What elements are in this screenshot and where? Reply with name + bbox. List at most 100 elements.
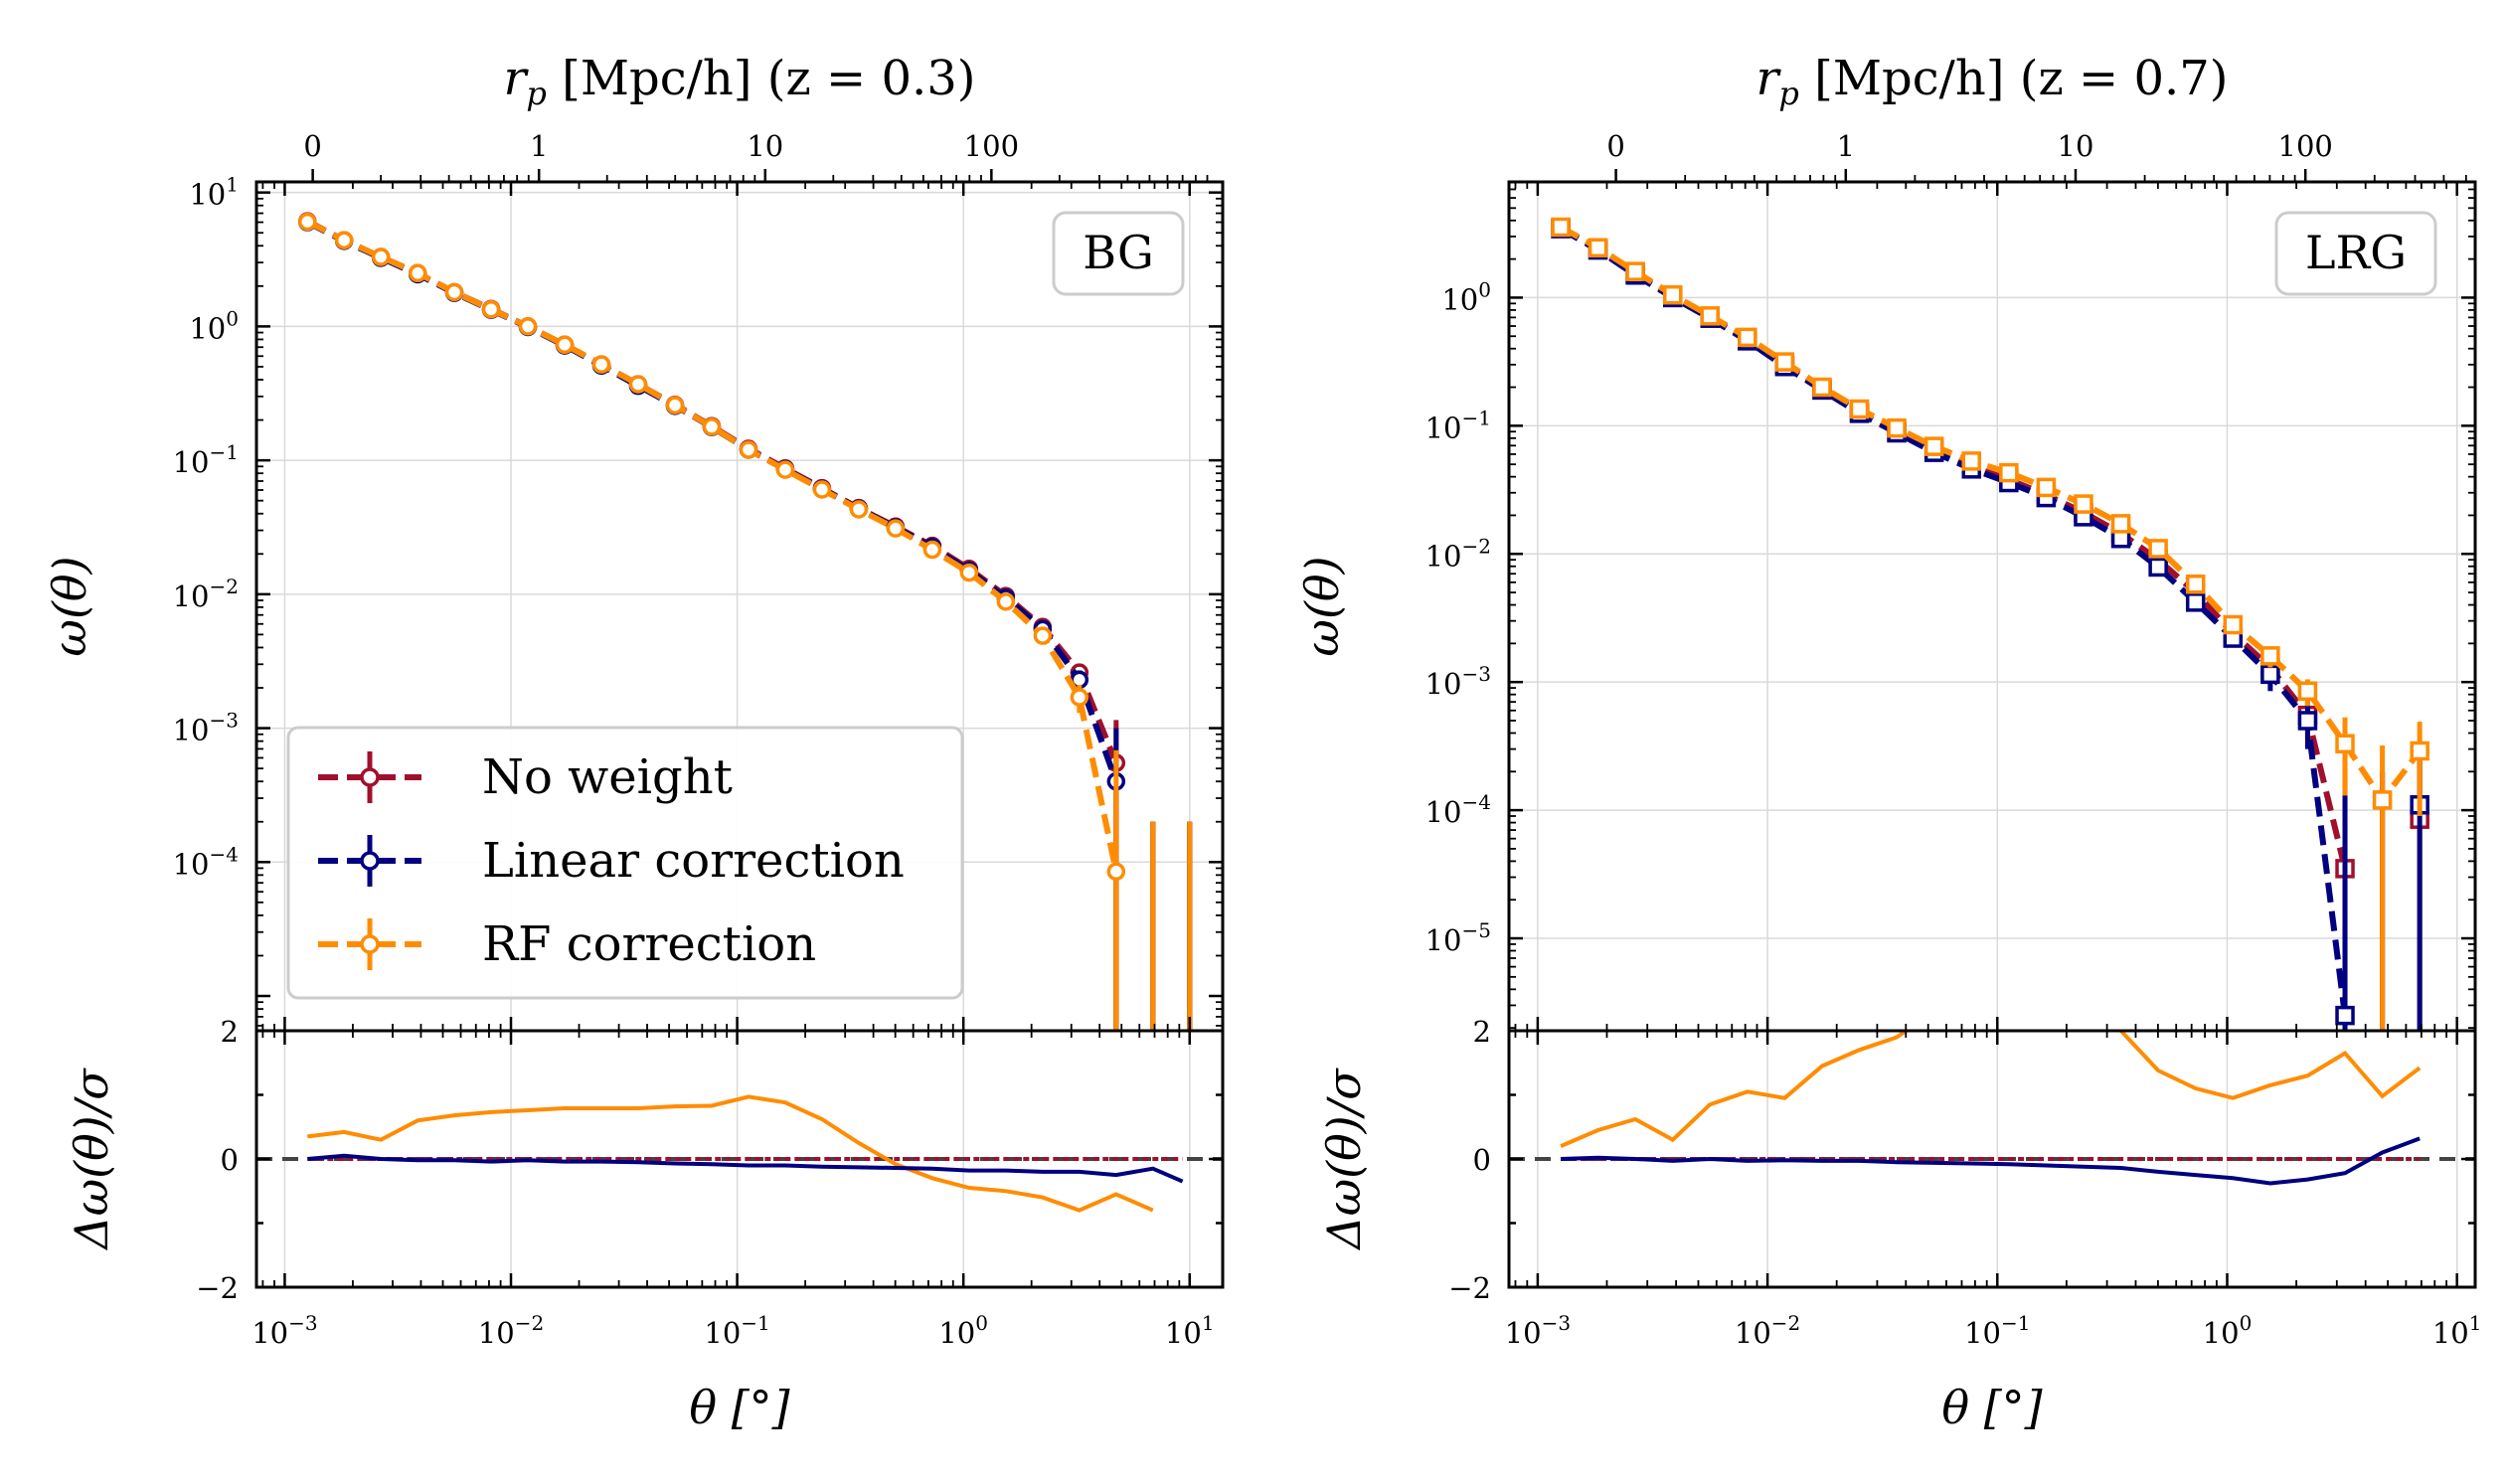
- tick-base: 10: [704, 1316, 741, 1350]
- resid-line-linear: [1561, 1136, 2421, 1186]
- x-tick-label: 10−1: [1964, 1311, 2030, 1350]
- tick-base: 10: [1425, 923, 1462, 957]
- x-axis-title: θ [°]: [1941, 1381, 2042, 1434]
- tick-base: 10: [1964, 1316, 2001, 1350]
- top-title-main: [Mpc/h] (z = 0.7): [1799, 51, 2229, 106]
- tick-exponent: −3: [1542, 1311, 1571, 1335]
- legend-entry-no_weight: No weight: [318, 749, 733, 805]
- y-tick-label: 100: [1441, 277, 1491, 316]
- x-tick-label: 100: [938, 1311, 988, 1350]
- data-point-rf: [2074, 494, 2093, 514]
- data-point-linear: [2335, 1005, 2355, 1026]
- data-point-rf: [1774, 352, 1795, 372]
- tick-base: 10: [1505, 1316, 1542, 1350]
- data-point-linear: [2185, 592, 2206, 612]
- resid-tick-label: 2: [221, 1015, 239, 1049]
- tick-exponent: −3: [288, 1311, 317, 1335]
- tick-base: 10: [1425, 795, 1462, 829]
- y-tick-label: 10−2: [1425, 534, 1491, 573]
- x-axis-title: θ [°]: [689, 1381, 789, 1434]
- legend-label: No weight: [482, 749, 733, 805]
- resid-plot-area: [1509, 1031, 2475, 1186]
- main-frame: [1507, 180, 2477, 1033]
- x-tick-label: 10−3: [251, 1311, 317, 1350]
- tick-exponent: −1: [1462, 406, 1491, 429]
- x-tick-label: 10−1: [704, 1311, 769, 1350]
- y-tick-label: 10−3: [1425, 662, 1491, 701]
- data-point-rf: [591, 355, 611, 374]
- ticks: [256, 182, 1223, 1289]
- top-axis-title: rp [Mpc/h] (z = 0.7): [1755, 51, 2228, 112]
- tick-exponent: 0: [975, 1311, 988, 1335]
- data-point-rf: [886, 519, 906, 538]
- tick-exponent: −2: [1771, 1311, 1800, 1335]
- data-point-rf: [665, 396, 685, 414]
- tick-base: 10: [1165, 1316, 1202, 1350]
- series-line-rf: [305, 219, 1119, 873]
- resid-tick-label: −2: [196, 1271, 239, 1305]
- tick-exponent: −1: [2001, 1311, 2030, 1335]
- data-point-rf: [555, 335, 575, 355]
- legend-entry-linear: Linear correction: [318, 833, 905, 889]
- tick-base: 10: [173, 714, 210, 747]
- tick-exponent: 1: [2469, 1311, 2482, 1335]
- tick-base: 10: [173, 579, 210, 613]
- tick-exponent: 0: [1478, 277, 1491, 301]
- top-tick-label: 10: [747, 129, 783, 163]
- y-tick-label: 10−4: [173, 842, 239, 881]
- data-point-rf: [481, 300, 501, 319]
- sample-label-box: [2274, 211, 2437, 296]
- resid-tick-label: 0: [221, 1143, 239, 1177]
- x-tick-label: 101: [1165, 1311, 1215, 1350]
- top-tick-label: 100: [2278, 129, 2333, 163]
- x-tick-label: 101: [2432, 1311, 2482, 1350]
- sample-label: LRG: [2305, 226, 2407, 279]
- legend: No weight Linear correction RF correction: [286, 726, 964, 1000]
- resid-axis-title: Δω(θ)/σ: [1317, 1068, 1371, 1251]
- top-title-r: r: [1755, 51, 1781, 106]
- top-tick-label: 10: [2058, 129, 2094, 163]
- resid-line-rf: [1560, 1031, 2422, 1148]
- y-tick-label: 10−1: [1425, 406, 1491, 444]
- gridlines: [256, 182, 1223, 1287]
- panel-left: 10−3 10−2 10−1 100 10110110010−110−210−310−4…: [43, 51, 1225, 1434]
- top-tick-label: 100: [964, 129, 1019, 163]
- data-point-rf: [849, 500, 869, 519]
- main-plot-area: [1553, 219, 2427, 1031]
- data-point-rf: [2335, 734, 2355, 754]
- data-point-rf: [298, 212, 317, 232]
- tick-base: 10: [173, 445, 210, 479]
- tick-base: 10: [2432, 1316, 2469, 1350]
- series-line-no_weight: [305, 218, 1119, 764]
- data-point-rf: [1999, 462, 2019, 483]
- series-line-linear: [1561, 229, 2420, 1016]
- tick-base: 10: [173, 847, 210, 881]
- legend-frame: [286, 726, 964, 1000]
- series-line-rf: [1559, 224, 2423, 806]
- series-no_weight: [1553, 220, 2427, 1031]
- sample-label-box: [1052, 211, 1185, 296]
- top-tick-label: 0: [1606, 129, 1624, 163]
- tick-exponent: −3: [210, 709, 239, 733]
- data-point-rf: [1923, 436, 1944, 456]
- tick-exponent: 1: [1202, 1311, 1215, 1335]
- tick-base: 10: [189, 178, 226, 212]
- tick-exponent: −3: [1462, 662, 1491, 686]
- tick-base: 10: [1425, 539, 1462, 573]
- data-point-rf: [371, 247, 391, 266]
- tick-base: 10: [1425, 411, 1462, 444]
- data-point-rf: [334, 231, 354, 249]
- data-point-rf: [2148, 539, 2168, 559]
- tick-base: 10: [1425, 667, 1462, 701]
- sample-label: BG: [1083, 226, 1153, 279]
- tick-base: 10: [251, 1316, 288, 1350]
- resid-axis-title: Δω(θ)/σ: [65, 1068, 118, 1251]
- x-tick-label: 100: [2203, 1311, 2253, 1350]
- data-point-rf: [1887, 417, 1907, 438]
- data-point-rf: [2260, 646, 2280, 666]
- y-axis-title: ω(θ): [1295, 556, 1349, 656]
- tick-exponent: −1: [741, 1311, 769, 1335]
- data-point-rf: [775, 460, 795, 479]
- tick-base: 10: [189, 311, 226, 345]
